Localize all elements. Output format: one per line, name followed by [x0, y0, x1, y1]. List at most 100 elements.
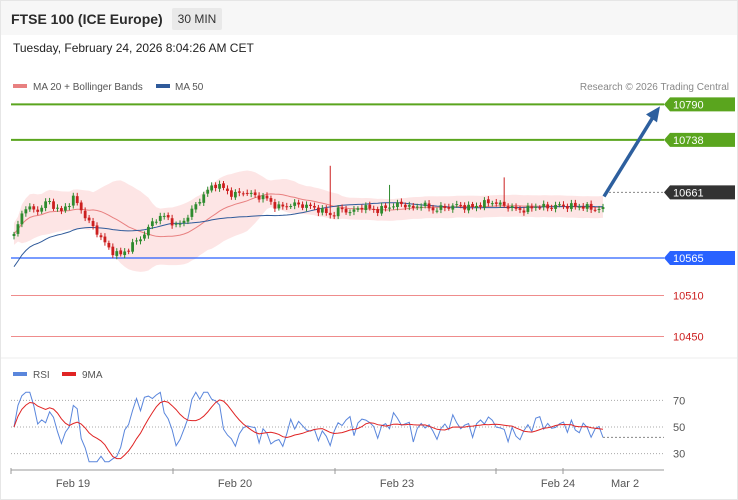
- candle-body: [550, 207, 554, 209]
- candle-body: [471, 203, 474, 208]
- candle-body: [198, 202, 202, 204]
- candle: [562, 201, 565, 210]
- candle-body: [467, 204, 470, 211]
- candle-body: [115, 251, 119, 256]
- candle: [170, 214, 174, 229]
- candle: [237, 188, 241, 197]
- candle-body: [63, 206, 67, 211]
- candle-body: [91, 221, 95, 227]
- rsi-ma-line: [13, 399, 604, 460]
- candle: [364, 202, 368, 214]
- candle-body: [119, 250, 123, 255]
- candle: [16, 220, 20, 237]
- candle: [522, 207, 526, 216]
- candle-body: [356, 208, 360, 210]
- candle-body: [577, 206, 581, 208]
- candle: [396, 199, 399, 211]
- candle-body: [99, 235, 103, 238]
- candle-body: [463, 205, 467, 210]
- candle-body: [190, 208, 194, 217]
- level-label-10565: 10565: [673, 253, 704, 265]
- candle: [411, 202, 415, 211]
- candle-body: [261, 195, 265, 200]
- candle-body: [32, 206, 36, 210]
- candle: [230, 187, 233, 200]
- candle: [451, 203, 455, 213]
- candle: [384, 202, 387, 212]
- candle-body: [36, 209, 40, 212]
- candle: [486, 196, 490, 207]
- candle-body: [210, 185, 214, 191]
- candle-body: [79, 202, 83, 211]
- candle: [589, 200, 593, 213]
- candle: [222, 180, 225, 191]
- candle-body: [542, 203, 546, 208]
- candle: [514, 203, 518, 211]
- ma50-legend-label: MA 50: [175, 82, 204, 93]
- candle: [526, 202, 530, 215]
- rsi-tick-50: 50: [673, 422, 685, 434]
- candle-body: [348, 212, 352, 214]
- candle: [135, 237, 138, 245]
- candle-body: [554, 204, 557, 209]
- price-panel: 10790 10738 10661 10565 10510 10450: [11, 97, 735, 344]
- candle: [214, 182, 218, 192]
- candle-body: [455, 204, 459, 206]
- candle: [392, 203, 395, 210]
- candle-body: [111, 246, 115, 256]
- candle: [253, 189, 257, 198]
- candle-body: [423, 202, 427, 206]
- rsi-legend-swatch: [13, 372, 27, 376]
- candle: [558, 201, 561, 208]
- rsi-legend-label: RSI: [33, 370, 50, 381]
- candle-body: [498, 202, 502, 205]
- candle: [289, 203, 293, 209]
- candle: [320, 205, 324, 216]
- candle: [150, 217, 154, 230]
- candle: [439, 202, 443, 214]
- timeframe-badge[interactable]: 30 MIN: [172, 8, 222, 30]
- candle-body: [372, 208, 376, 210]
- ma20-line: [13, 193, 604, 238]
- candle: [265, 192, 269, 201]
- candle: [182, 217, 186, 227]
- level-label-10661: 10661: [673, 187, 704, 199]
- candle: [360, 204, 364, 213]
- candle: [293, 199, 297, 210]
- chart-header: FTSE 100 (ICE Europe) 30 MIN: [1, 1, 737, 35]
- candle: [443, 203, 447, 212]
- candle-body: [486, 199, 490, 204]
- candle-body: [293, 202, 297, 206]
- ma50-legend-swatch: [156, 84, 170, 88]
- candle-body: [546, 204, 550, 209]
- candle: [388, 184, 391, 212]
- candle-body: [380, 206, 384, 214]
- ma20-legend-swatch: [13, 84, 27, 88]
- candle-body: [170, 218, 174, 226]
- candle-body: [135, 240, 138, 242]
- level-label-10510: 10510: [673, 291, 704, 303]
- candle: [427, 200, 431, 212]
- candle-body: [147, 226, 150, 236]
- candle: [368, 201, 372, 211]
- candle: [435, 207, 439, 214]
- candle: [87, 215, 91, 224]
- rsi-line: [13, 391, 604, 463]
- candle: [20, 210, 24, 228]
- candle: [95, 222, 99, 238]
- candle-body: [427, 203, 431, 209]
- candle-body: [52, 201, 55, 209]
- candle-body: [316, 207, 320, 213]
- candle: [569, 199, 573, 212]
- candle: [194, 202, 198, 213]
- candle: [233, 189, 237, 200]
- candle: [498, 200, 502, 208]
- candle: [538, 205, 542, 210]
- candle-body: [269, 198, 273, 202]
- candle-body: [459, 204, 463, 206]
- rsi-ma-legend-swatch: [62, 372, 76, 376]
- candle-body: [16, 224, 20, 234]
- candle: [581, 203, 585, 211]
- level-label-10790: 10790: [673, 99, 704, 111]
- candle-body: [178, 223, 182, 225]
